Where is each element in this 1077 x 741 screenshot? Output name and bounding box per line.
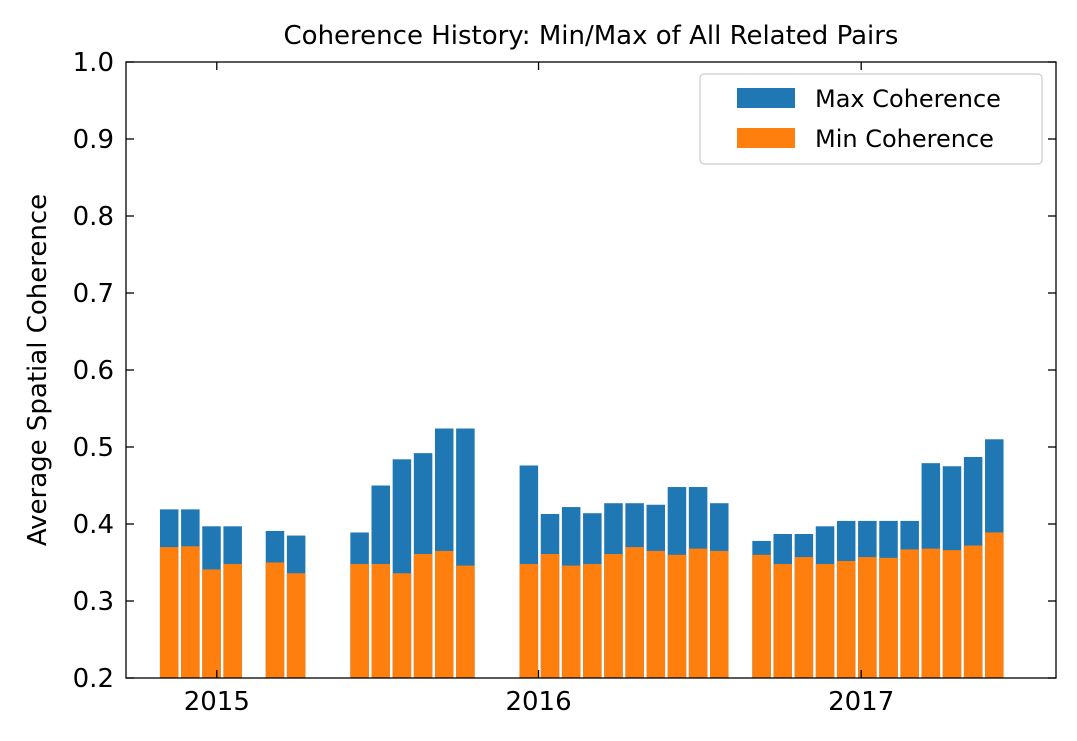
min-coherence-bar bbox=[815, 564, 835, 678]
y-tick-label: 0.8 bbox=[73, 202, 114, 232]
min-coherence-bar bbox=[202, 569, 221, 678]
min-coherence-bar bbox=[223, 564, 242, 678]
min-coherence-bar bbox=[710, 550, 729, 678]
min-coherence-bar bbox=[752, 554, 771, 678]
y-tick-label: 1.0 bbox=[73, 48, 114, 78]
y-tick-label: 0.4 bbox=[73, 510, 114, 540]
min-coherence-bar bbox=[519, 564, 539, 678]
min-coherence-bar bbox=[900, 549, 919, 678]
min-coherence-bar bbox=[561, 565, 581, 678]
bars-layer bbox=[159, 428, 1004, 678]
min-coherence-bar bbox=[963, 545, 983, 678]
y-axis-label: Average Spatial Coherence bbox=[23, 194, 53, 546]
legend: Max Coherence Min Coherence bbox=[699, 73, 1043, 165]
y-tick-label: 0.3 bbox=[73, 587, 114, 617]
min-coherence-bar bbox=[159, 547, 179, 678]
x-tick-label: 2016 bbox=[505, 687, 571, 717]
y-tick-label: 0.2 bbox=[73, 664, 114, 694]
min-coherence-bar bbox=[942, 550, 962, 678]
min-coherence-bar bbox=[921, 548, 941, 678]
min-coherence-bar bbox=[604, 554, 623, 678]
legend-swatch-max bbox=[737, 88, 795, 108]
min-coherence-bar bbox=[265, 562, 285, 678]
min-coherence-bar bbox=[879, 557, 898, 678]
y-tick-label: 0.9 bbox=[73, 125, 114, 155]
x-tick-label: 2015 bbox=[184, 687, 250, 717]
min-coherence-bar bbox=[794, 557, 814, 678]
min-coherence-bar bbox=[985, 532, 1004, 678]
y-tick-label: 0.6 bbox=[73, 356, 114, 386]
x-tick-label: 2017 bbox=[828, 687, 894, 717]
y-tick-label: 0.7 bbox=[73, 279, 114, 309]
min-coherence-bar bbox=[413, 554, 433, 678]
min-coherence-bar bbox=[667, 554, 687, 678]
min-coherence-bar bbox=[286, 573, 306, 678]
legend-label-min: Min Coherence bbox=[815, 125, 994, 153]
min-coherence-bar bbox=[350, 564, 369, 678]
min-coherence-bar bbox=[625, 547, 644, 678]
legend-swatch-min bbox=[737, 128, 795, 148]
min-coherence-bar bbox=[540, 554, 560, 678]
min-coherence-bar bbox=[836, 560, 856, 678]
min-coherence-bar bbox=[688, 548, 708, 678]
axes-layer: 0.2 0.3 0.4 0.5 0.6 0.7 0.8 0.9 1.0 2015 2016 2017 bbox=[73, 48, 1057, 717]
min-coherence-bar bbox=[858, 557, 877, 678]
min-coherence-bar bbox=[371, 564, 391, 678]
min-coherence-bar bbox=[773, 564, 792, 678]
y-tick-label: 0.5 bbox=[73, 433, 114, 463]
min-coherence-bar bbox=[456, 565, 475, 678]
min-coherence-bar bbox=[434, 550, 454, 678]
min-coherence-bar bbox=[181, 546, 200, 678]
min-coherence-bar bbox=[646, 550, 666, 678]
min-coherence-bar bbox=[583, 564, 602, 678]
min-coherence-bar bbox=[392, 573, 412, 678]
legend-label-max: Max Coherence bbox=[815, 85, 1001, 113]
chart-title: Coherence History: Min/Max of All Relate… bbox=[284, 21, 899, 51]
